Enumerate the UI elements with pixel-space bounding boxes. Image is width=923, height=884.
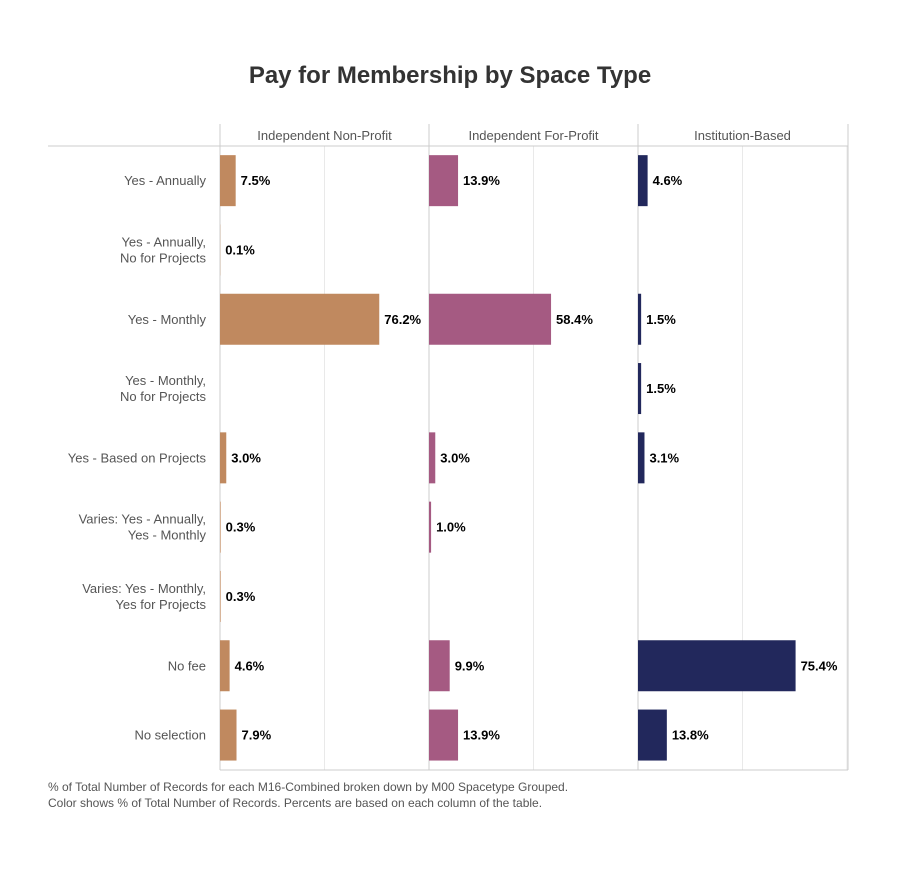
value-label-institution-based-3: 1.5% — [646, 381, 676, 396]
value-label-independent-for-profit-4: 3.0% — [440, 450, 470, 465]
value-label-institution-based-4: 3.1% — [649, 450, 679, 465]
column-header-independent-for-profit: Independent For-Profit — [468, 128, 598, 143]
value-label-institution-based-8: 13.8% — [672, 728, 709, 743]
row-label-1-line-1: No for Projects — [120, 250, 206, 265]
value-label-independent-non-profit-2: 76.2% — [384, 312, 421, 327]
value-label-independent-non-profit-0: 7.5% — [241, 173, 271, 188]
row-label-8-line-0: No selection — [134, 728, 206, 743]
bar-independent-for-profit-5 — [429, 501, 432, 553]
value-label-independent-for-profit-0: 13.9% — [463, 173, 500, 188]
row-label-3-line-0: Yes - Monthly, — [125, 373, 206, 388]
value-label-independent-for-profit-8: 13.9% — [463, 728, 500, 743]
bar-institution-based-0 — [638, 155, 648, 207]
bar-independent-for-profit-2 — [429, 293, 552, 345]
column-header-independent-non-profit: Independent Non-Profit — [257, 128, 392, 143]
value-label-independent-for-profit-2: 58.4% — [556, 312, 593, 327]
value-label-independent-non-profit-5: 0.3% — [226, 520, 256, 535]
bar-independent-non-profit-6 — [220, 570, 221, 622]
column-header-institution-based: Institution-Based — [694, 128, 791, 143]
bar-independent-for-profit-0 — [429, 155, 459, 207]
bar-independent-non-profit-4 — [220, 432, 227, 484]
row-label-1-line-0: Yes - Annually, — [121, 234, 206, 249]
value-label-independent-non-profit-8: 7.9% — [242, 728, 272, 743]
bar-institution-based-8 — [638, 709, 667, 761]
bar-independent-for-profit-4 — [429, 432, 436, 484]
bar-independent-non-profit-7 — [220, 640, 230, 692]
value-label-independent-non-profit-1: 0.1% — [225, 242, 255, 257]
value-label-independent-for-profit-7: 9.9% — [455, 658, 485, 673]
value-label-institution-based-2: 1.5% — [646, 312, 676, 327]
row-label-6-line-1: Yes for Projects — [115, 597, 206, 612]
bar-independent-non-profit-0 — [220, 155, 236, 207]
value-label-independent-for-profit-5: 1.0% — [436, 520, 466, 535]
row-label-6-line-0: Varies: Yes - Monthly, — [82, 581, 206, 596]
bar-independent-non-profit-5 — [220, 501, 221, 553]
bar-institution-based-2 — [638, 293, 642, 345]
row-label-3-line-1: No for Projects — [120, 389, 206, 404]
value-label-institution-based-0: 4.6% — [653, 173, 683, 188]
bar-institution-based-7 — [638, 640, 796, 692]
row-label-0-line-0: Yes - Annually — [124, 173, 206, 188]
row-label-7-line-0: No fee — [168, 658, 206, 673]
bar-independent-for-profit-8 — [429, 709, 459, 761]
bar-independent-for-profit-7 — [429, 640, 450, 692]
value-label-institution-based-7: 75.4% — [801, 658, 838, 673]
footnote-line-1: % of Total Number of Records for each M1… — [48, 780, 569, 794]
row-label-5-line-1: Yes - Monthly — [128, 528, 207, 543]
row-label-5-line-0: Varies: Yes - Annually, — [79, 512, 206, 527]
row-label-2-line-0: Yes - Monthly — [128, 312, 207, 327]
bar-independent-non-profit-8 — [220, 709, 237, 761]
chart-title: Pay for Membership by Space Type — [248, 62, 652, 89]
value-label-independent-non-profit-7: 4.6% — [235, 658, 265, 673]
footnote-line-2: Color shows % of Total Number of Records… — [48, 796, 543, 810]
value-label-independent-non-profit-4: 3.0% — [231, 450, 261, 465]
bar-independent-non-profit-2 — [220, 293, 380, 345]
row-label-4-line-0: Yes - Based on Projects — [68, 450, 207, 465]
bar-institution-based-4 — [638, 432, 645, 484]
value-label-independent-non-profit-6: 0.3% — [226, 589, 256, 604]
bar-institution-based-3 — [638, 363, 642, 415]
